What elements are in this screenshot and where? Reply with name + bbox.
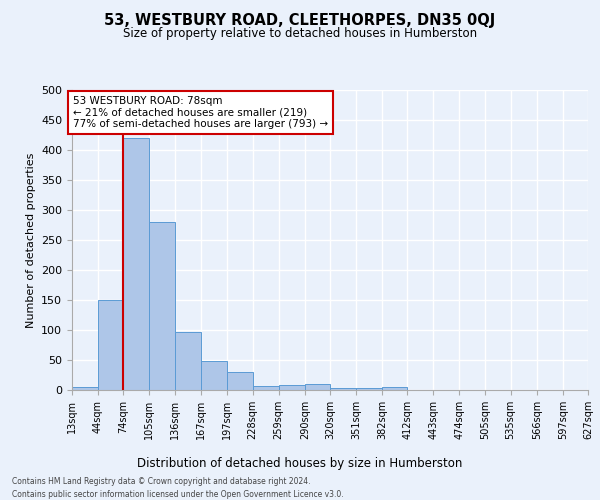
Bar: [123, 138, 149, 390]
Bar: [330, 388, 356, 390]
Bar: [98, 300, 123, 390]
Bar: [202, 360, 227, 390]
Text: 53 WESTBURY ROAD: 78sqm
← 21% of detached houses are smaller (219)
77% of semi-d: 53 WESTBURY ROAD: 78sqm ← 21% of detache…: [73, 96, 328, 129]
Bar: [382, 387, 407, 390]
Bar: [356, 388, 382, 390]
Bar: [72, 387, 98, 390]
Y-axis label: Number of detached properties: Number of detached properties: [26, 152, 35, 328]
Bar: [305, 384, 330, 390]
Bar: [227, 372, 253, 390]
Bar: [253, 386, 279, 390]
Text: 53, WESTBURY ROAD, CLEETHORPES, DN35 0QJ: 53, WESTBURY ROAD, CLEETHORPES, DN35 0QJ: [104, 12, 496, 28]
Text: Size of property relative to detached houses in Humberston: Size of property relative to detached ho…: [123, 28, 477, 40]
Bar: [279, 385, 305, 390]
Text: Contains public sector information licensed under the Open Government Licence v3: Contains public sector information licen…: [12, 490, 344, 499]
Bar: [175, 332, 202, 390]
Text: Contains HM Land Registry data © Crown copyright and database right 2024.: Contains HM Land Registry data © Crown c…: [12, 478, 311, 486]
Bar: [149, 222, 175, 390]
Text: Distribution of detached houses by size in Humberston: Distribution of detached houses by size …: [137, 458, 463, 470]
